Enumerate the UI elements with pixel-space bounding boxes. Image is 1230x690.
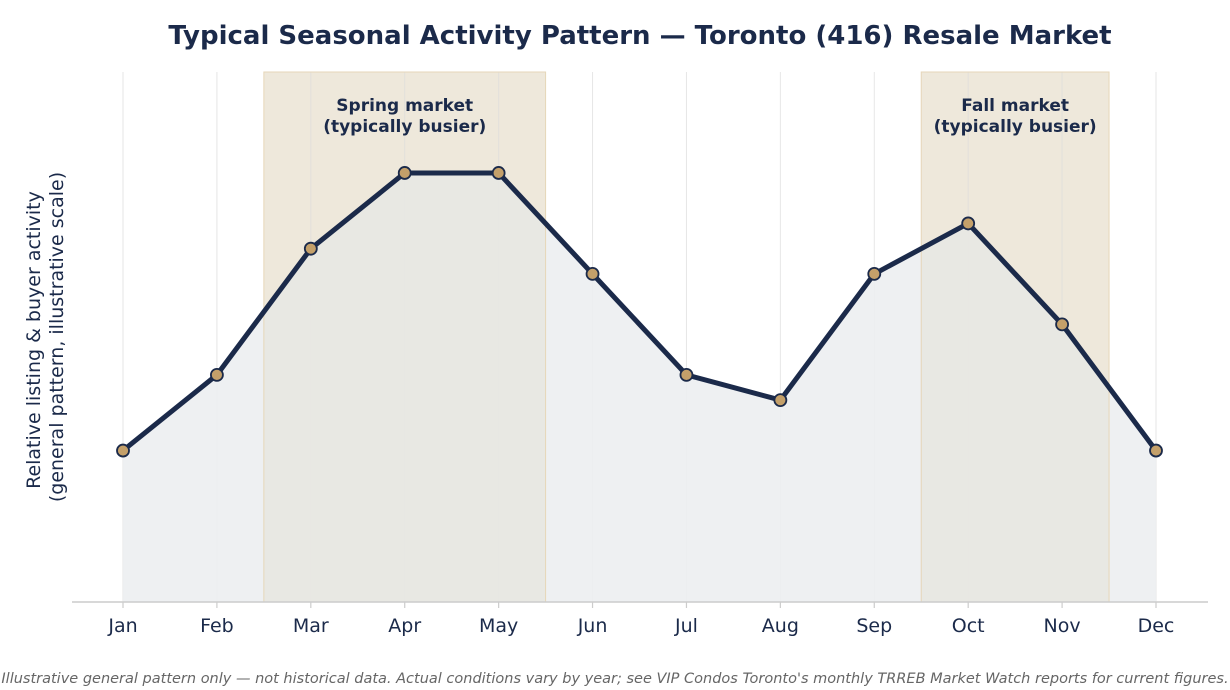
x-tick-label-sep: Sep bbox=[856, 615, 892, 637]
shaded-region-overlay-0 bbox=[263, 71, 547, 603]
x-tick-label-mar: Mar bbox=[293, 615, 329, 637]
shaded-region-label-1: Fall market (typically busier) bbox=[934, 96, 1097, 137]
chart-title: Typical Seasonal Activity Pattern — Toro… bbox=[168, 21, 1111, 51]
data-point-mar bbox=[303, 241, 318, 256]
x-axis bbox=[72, 601, 1208, 608]
x-tick-label-oct: Oct bbox=[952, 615, 985, 637]
shaded-region-label-0: Spring market (typically busier) bbox=[323, 96, 486, 137]
series-line-layer bbox=[120, 170, 1159, 454]
data-point-feb bbox=[210, 367, 224, 382]
data-point-jan bbox=[116, 443, 130, 458]
area-fill-layer bbox=[123, 172, 1156, 602]
shaded-region-label-1-line-0: Fall market bbox=[961, 96, 1069, 116]
y-axis-label: Relative listing & buyer activity (gener… bbox=[23, 172, 68, 502]
data-point-dec bbox=[1149, 443, 1163, 458]
shaded-region-labels: Spring market (typically busier)Fall mark… bbox=[323, 96, 1096, 137]
x-tick-label-jun: Jun bbox=[577, 615, 608, 637]
y-axis-label-line-1: Relative listing & buyer activity bbox=[23, 191, 45, 489]
shaded-region-overlays bbox=[263, 71, 1110, 603]
data-point-nov bbox=[1055, 317, 1069, 332]
data-point-may bbox=[491, 166, 506, 180]
x-tick-label-jan: Jan bbox=[107, 615, 137, 637]
y-axis-label-line-2: (general pattern, illustrative scale) bbox=[46, 172, 68, 502]
data-point-aug bbox=[773, 393, 788, 407]
shaded-region-label-0-line-0: Spring market bbox=[336, 96, 473, 116]
x-tick-label-aug: Aug bbox=[762, 615, 799, 637]
shaded-region-overlay-1 bbox=[920, 71, 1110, 603]
data-point-jul bbox=[679, 367, 694, 382]
x-tick-label-feb: Feb bbox=[200, 615, 234, 637]
data-point-jun bbox=[585, 267, 600, 281]
data-point-oct bbox=[961, 216, 976, 231]
data-point-sep bbox=[867, 267, 882, 281]
shaded-region-label-0-line-1: (typically busier) bbox=[323, 117, 486, 137]
x-tick-label-nov: Nov bbox=[1044, 615, 1081, 637]
data-points bbox=[116, 166, 1163, 458]
x-tick-label-apr: Apr bbox=[388, 615, 421, 637]
series-area bbox=[123, 172, 1156, 602]
x-tick-label-jul: Jul bbox=[674, 615, 698, 637]
shaded-region-label-1-line-1: (typically busier) bbox=[934, 117, 1097, 137]
x-tick-label-may: May bbox=[479, 615, 518, 637]
data-point-apr bbox=[397, 166, 412, 180]
x-tick-labels: Jan Feb Mar Apr May Jun Jul Aug Sep Oct Nov Dec bbox=[107, 615, 1174, 637]
series-line bbox=[120, 170, 1159, 454]
x-tick-label-dec: Dec bbox=[1138, 615, 1175, 637]
footnote: Illustrative general pattern only — not … bbox=[1, 671, 1228, 687]
